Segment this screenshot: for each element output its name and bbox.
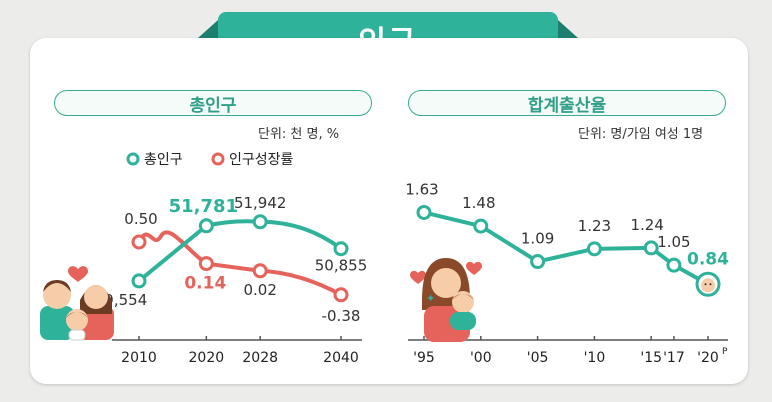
data-label-fertility: 1.23 bbox=[578, 217, 611, 235]
data-label-fertility: 1.24 bbox=[630, 216, 663, 234]
data-label-fertility: 1.48 bbox=[462, 194, 495, 212]
point-population bbox=[198, 218, 214, 234]
point-fertility bbox=[586, 241, 602, 257]
x-tick-label: 2028 bbox=[242, 350, 278, 366]
data-label-fertility: 0.84 bbox=[687, 249, 729, 269]
x-tick-label: '20 bbox=[697, 350, 719, 366]
data-label-population: 51,781 bbox=[169, 196, 238, 217]
data-label-growth: 0.50 bbox=[124, 210, 157, 228]
data-label-growth: -0.38 bbox=[322, 307, 361, 325]
baby-face-eye bbox=[709, 283, 712, 286]
x-tick-label: '15 bbox=[640, 350, 662, 366]
legend-marker-growth bbox=[211, 152, 225, 166]
data-label-fertility: 1.63 bbox=[405, 180, 438, 198]
legend-label-growth: 인구성장률 bbox=[229, 152, 294, 168]
data-label-fertility: 1.09 bbox=[521, 230, 554, 248]
baby-face-icon bbox=[695, 271, 721, 297]
x-tick-label: 2020 bbox=[189, 350, 225, 366]
x-tick-suffix: P bbox=[722, 347, 728, 357]
svg-text:✦: ✦ bbox=[426, 292, 435, 305]
point-fertility bbox=[530, 254, 546, 270]
point-growth bbox=[252, 263, 268, 279]
data-label-growth: 0.02 bbox=[243, 281, 276, 299]
baby-face-eye bbox=[704, 283, 707, 286]
right-panel-title: 합계출산율 bbox=[408, 90, 726, 116]
point-growth bbox=[131, 234, 147, 250]
left-panel-title: 총인구 bbox=[54, 90, 372, 116]
point-population bbox=[131, 273, 147, 289]
point-fertility bbox=[666, 257, 682, 273]
point-population bbox=[333, 241, 349, 257]
data-label-population: 51,942 bbox=[234, 194, 287, 212]
right-unit-label: 단위: 명/가임 여성 1명 bbox=[578, 127, 704, 142]
point-growth bbox=[333, 287, 349, 303]
legend-marker-total bbox=[126, 152, 140, 166]
series-line-growth bbox=[137, 230, 343, 297]
x-tick-label: 2040 bbox=[323, 350, 359, 366]
data-label-population: 50,855 bbox=[315, 257, 368, 275]
legend: 총인구 인구성장률 bbox=[126, 152, 294, 168]
x-tick-label: '05 bbox=[527, 350, 549, 366]
legend-label-total: 총인구 bbox=[144, 152, 183, 168]
point-growth bbox=[198, 256, 214, 272]
x-tick-label: 2010 bbox=[121, 350, 157, 366]
data-label-fertility: 1.05 bbox=[657, 233, 690, 251]
point-population bbox=[252, 214, 268, 230]
x-tick-label: '10 bbox=[584, 350, 606, 366]
point-fertility bbox=[643, 240, 659, 256]
x-tick-label: '17 bbox=[663, 350, 685, 366]
x-tick-label: '95 bbox=[413, 350, 435, 366]
left-unit-label: 단위: 천 명, % bbox=[258, 127, 340, 142]
data-label-growth: 0.14 bbox=[184, 274, 226, 294]
mother-baby-illustration: ✦ bbox=[410, 258, 482, 342]
point-fertility bbox=[416, 204, 432, 220]
family-illustration bbox=[40, 266, 114, 341]
x-tick-label: '00 bbox=[470, 350, 492, 366]
population-chart: 2010 2020 2028 204049,55451,78151,94250,855… bbox=[95, 194, 368, 366]
point-fertility bbox=[473, 218, 489, 234]
series-line-population bbox=[137, 219, 343, 283]
baby-face-skin bbox=[701, 278, 715, 293]
